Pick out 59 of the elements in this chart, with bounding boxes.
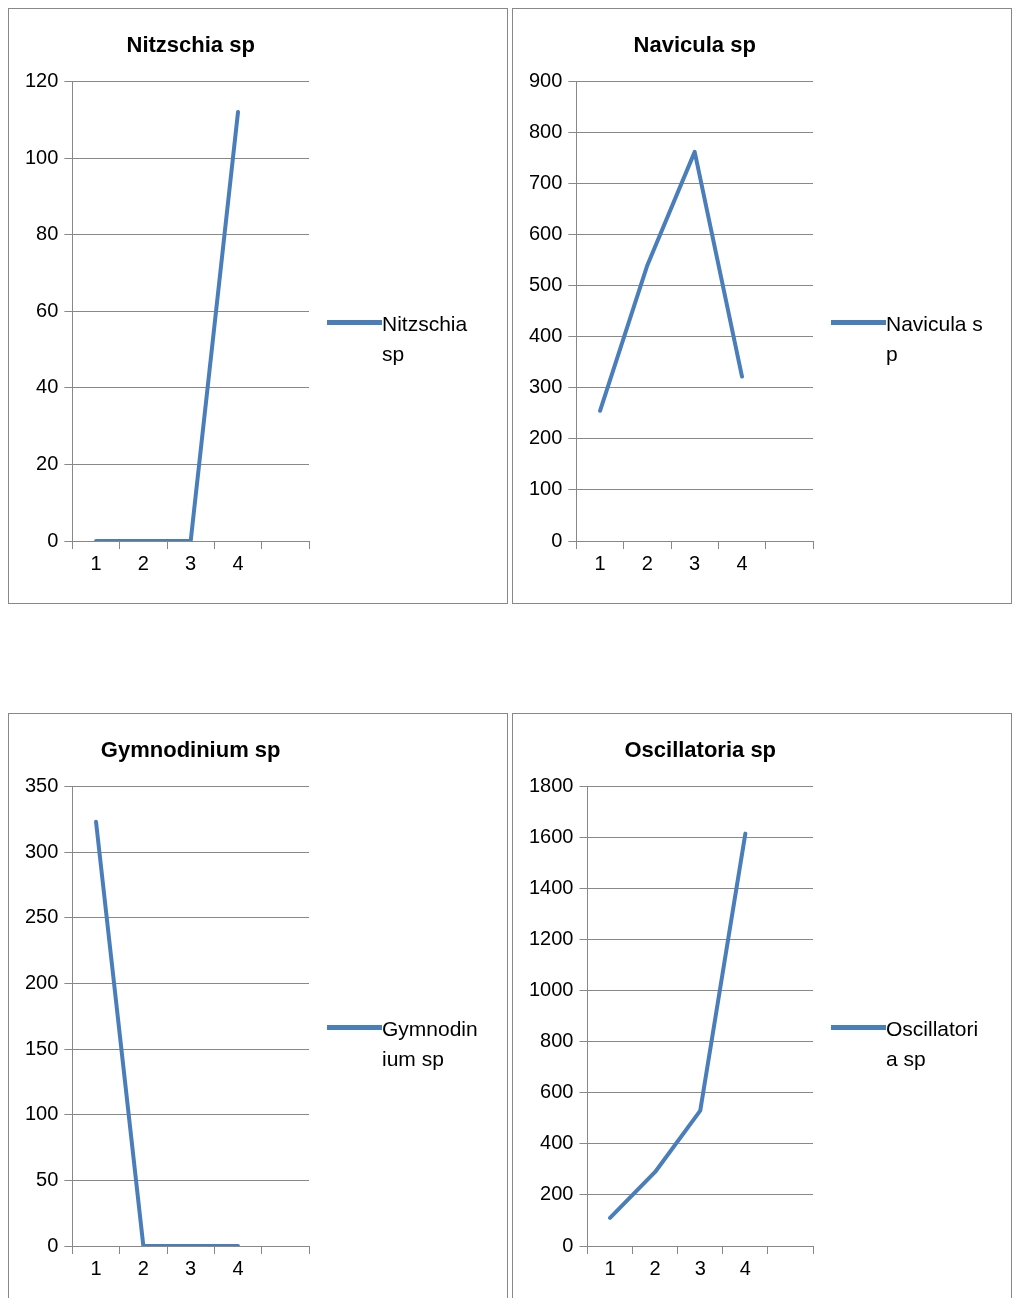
x-tick-label: 3 xyxy=(689,551,701,574)
y-tick-label: 600 xyxy=(528,222,563,245)
y-tick-label: 800 xyxy=(540,1029,574,1052)
y-tick-label: 350 xyxy=(24,773,59,796)
legend-label: Gymnodinium sp xyxy=(382,1016,479,1072)
x-tick-label: 3 xyxy=(185,551,197,574)
y-tick-label: 400 xyxy=(540,1131,574,1154)
y-tick-label: 60 xyxy=(36,298,59,321)
legend-label: Oscillatoria sp xyxy=(886,1016,980,1072)
y-tick-label: 0 xyxy=(47,528,59,551)
y-tick-label: 400 xyxy=(528,324,563,347)
y-tick-label: 200 xyxy=(528,426,563,449)
x-tick-label: 1 xyxy=(604,1256,616,1279)
y-tick-label: 0 xyxy=(47,1233,59,1256)
x-tick-label: 2 xyxy=(137,1256,149,1279)
x-tick-label: 1 xyxy=(90,551,102,574)
y-tick-label: 150 xyxy=(24,1036,59,1059)
chart-title: Nitzschia sp xyxy=(126,32,255,58)
y-tick-label: 40 xyxy=(36,375,59,398)
y-tick-label: 80 xyxy=(36,222,59,245)
chart-title: Gymnodinium sp xyxy=(100,737,281,763)
y-tick-label: 1600 xyxy=(528,824,574,847)
y-tick-label: 100 xyxy=(24,1102,59,1125)
y-tick-label: 50 xyxy=(36,1167,59,1190)
y-tick-label: 200 xyxy=(540,1182,574,1205)
legend-label: Nitzschia sp xyxy=(382,311,469,367)
y-tick-label: 300 xyxy=(528,375,563,398)
y-tick-label: 200 xyxy=(24,970,59,993)
y-tick-label: 250 xyxy=(24,905,59,928)
x-tick-label: 3 xyxy=(694,1256,706,1279)
legend-label: Navicula sp xyxy=(886,311,984,367)
y-tick-label: 0 xyxy=(551,528,563,551)
x-tick-label: 4 xyxy=(739,1256,751,1279)
y-tick-label: 600 xyxy=(540,1080,574,1103)
x-tick-label: 4 xyxy=(232,1256,244,1279)
x-tick-label: 2 xyxy=(649,1256,661,1279)
y-tick-label: 1000 xyxy=(528,978,574,1001)
y-tick-label: 1800 xyxy=(528,773,574,796)
y-tick-label: 1200 xyxy=(528,927,574,950)
x-tick-label: 2 xyxy=(641,551,653,574)
y-tick-label: 500 xyxy=(528,273,563,296)
y-tick-label: 300 xyxy=(24,839,59,862)
chart-title: Oscillatoria sp xyxy=(624,737,777,763)
y-tick-label: 900 xyxy=(528,68,563,91)
y-tick-label: 800 xyxy=(528,119,563,142)
y-tick-label: 700 xyxy=(528,171,563,194)
y-tick-label: 0 xyxy=(562,1233,574,1256)
y-tick-label: 120 xyxy=(24,68,59,91)
y-tick-label: 100 xyxy=(528,477,563,500)
x-tick-label: 2 xyxy=(137,551,149,574)
x-tick-label: 1 xyxy=(90,1256,102,1279)
chart-title: Navicula sp xyxy=(633,32,756,58)
x-tick-label: 4 xyxy=(232,551,244,574)
y-tick-label: 1400 xyxy=(528,876,574,899)
y-tick-label: 100 xyxy=(24,145,59,168)
x-tick-label: 1 xyxy=(594,551,606,574)
x-tick-label: 4 xyxy=(736,551,748,574)
x-tick-label: 3 xyxy=(185,1256,197,1279)
y-tick-label: 20 xyxy=(36,451,59,474)
